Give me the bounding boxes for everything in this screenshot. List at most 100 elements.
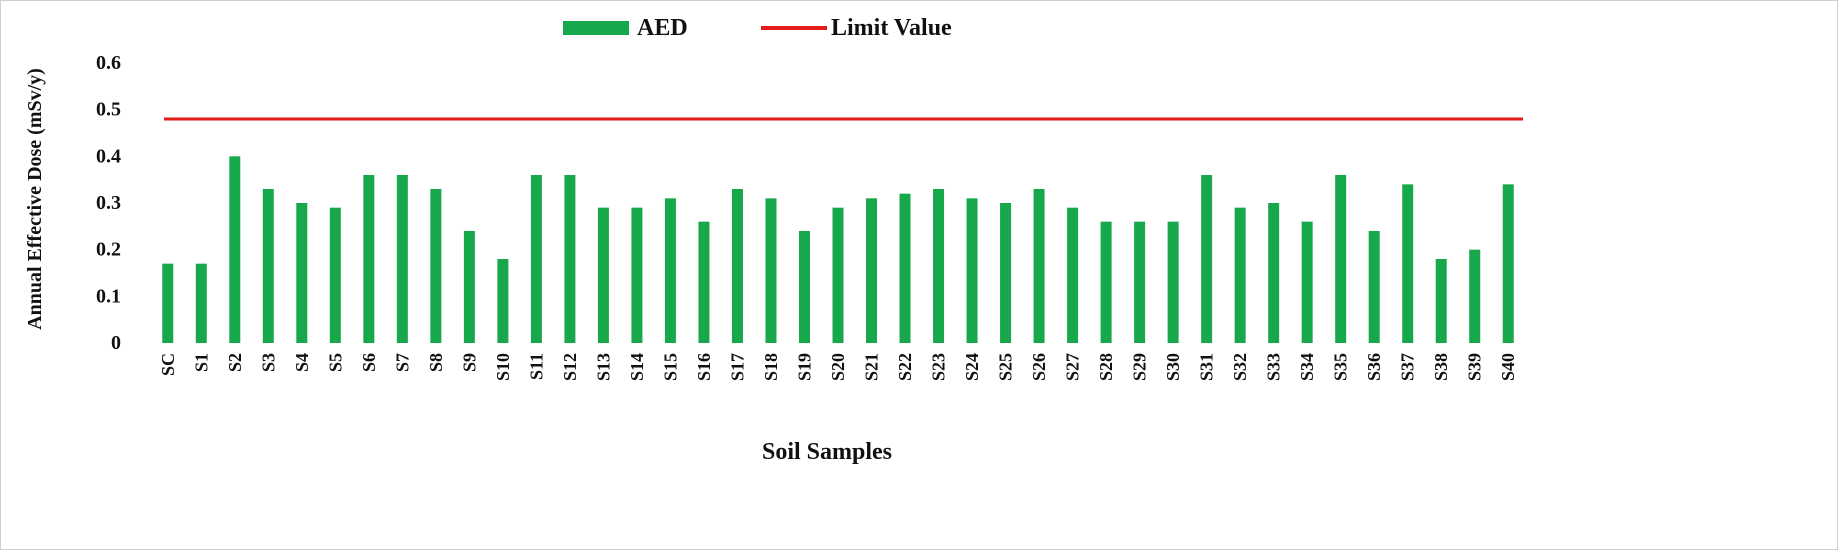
x-tick-label: S1	[191, 353, 211, 372]
x-tick-label: S17	[727, 353, 747, 381]
x-tick-label: S3	[258, 353, 278, 372]
bars	[162, 156, 1514, 343]
bar-S29	[1134, 221, 1146, 343]
bar-S37	[1402, 184, 1414, 343]
bar-S21	[866, 198, 878, 343]
x-tick-label: S7	[392, 353, 412, 372]
x-tick-label: SC	[158, 353, 178, 376]
bar-S33	[1268, 203, 1280, 343]
y-tick-label: 0.6	[96, 52, 121, 74]
bar-S26	[1033, 189, 1045, 343]
x-tick-label: S20	[828, 353, 848, 381]
x-tick-label: S9	[459, 353, 479, 372]
bar-S8	[430, 189, 442, 343]
x-tick-label: S31	[1197, 353, 1217, 381]
x-axis-title: Soil Samples	[762, 439, 892, 465]
x-tick-label: S30	[1163, 353, 1183, 381]
x-tick-label: S35	[1331, 353, 1351, 381]
x-tick-label: S34	[1297, 353, 1317, 381]
x-tick-label: S6	[359, 353, 379, 372]
bar-S31	[1201, 175, 1213, 343]
x-tick-label: S18	[761, 353, 781, 381]
x-tick-label: S2	[225, 353, 245, 372]
bar-S2	[229, 156, 241, 343]
x-tick-label: S25	[996, 353, 1016, 381]
bar-S19	[798, 231, 810, 343]
bar-S40	[1502, 184, 1514, 343]
bar-S23	[933, 189, 945, 343]
bar-S11	[530, 175, 542, 343]
x-tick-label: S5	[325, 353, 345, 372]
bar-S20	[832, 207, 844, 343]
legend-swatch-aed	[563, 21, 629, 35]
x-tick-label: S12	[560, 353, 580, 381]
bar-S32	[1234, 207, 1246, 343]
bar-S34	[1301, 221, 1313, 343]
bar-S16	[698, 221, 710, 343]
x-tick-label: S19	[794, 353, 814, 381]
x-tick-label: S38	[1431, 353, 1451, 381]
bar-S15	[664, 198, 676, 343]
bar-S1	[195, 263, 207, 343]
y-axis-title: Annual Effective Dose (mSv/y)	[24, 68, 46, 330]
x-tick-label: S36	[1364, 353, 1384, 381]
x-tick-label: S29	[1130, 353, 1150, 381]
bar-S27	[1067, 207, 1079, 343]
x-tick-label: S10	[493, 353, 513, 381]
x-tick-label: S21	[862, 353, 882, 381]
y-tick-label: 0.1	[96, 285, 121, 307]
bar-S3	[262, 189, 274, 343]
bar-S10	[497, 259, 509, 343]
bar-S24	[966, 198, 978, 343]
x-tick-label: S28	[1096, 353, 1116, 381]
y-tick-label: 0.5	[96, 99, 121, 121]
bar-S17	[731, 189, 743, 343]
y-axis-ticks: 0 0.1 0.2 0.3 0.4 0.5 0.6	[96, 52, 121, 354]
bar-S12	[564, 175, 576, 343]
bar-S22	[899, 193, 911, 343]
bar-S36	[1368, 231, 1380, 343]
legend-label-aed: AED	[637, 15, 688, 41]
x-axis-ticks: SC S1 S2 S3 S4 S5 S6 S7 S8 S9 S10 S11 S12 S13 S14 S15 S1…	[158, 353, 1518, 381]
bar-S6	[363, 175, 375, 343]
legend: AED Limit Value	[563, 15, 952, 41]
y-tick-label: 0.3	[96, 192, 121, 214]
bar-S14	[631, 207, 643, 343]
x-tick-label: S14	[627, 353, 647, 381]
bar-S18	[765, 198, 777, 343]
bar-SC	[162, 263, 174, 343]
y-tick-label: 0.4	[96, 145, 121, 167]
y-tick-label: 0	[111, 332, 121, 354]
bar-S9	[463, 231, 475, 343]
x-tick-label: S23	[929, 353, 949, 381]
x-tick-label: S8	[426, 353, 446, 372]
y-tick-label: 0.2	[96, 239, 121, 261]
x-tick-label: S27	[1063, 353, 1083, 381]
x-tick-label: S16	[694, 353, 714, 381]
x-tick-label: S37	[1398, 353, 1418, 381]
x-tick-label: S4	[292, 353, 312, 372]
x-tick-label: S32	[1230, 353, 1250, 381]
bar-S13	[597, 207, 609, 343]
bar-S5	[329, 207, 341, 343]
bar-S38	[1435, 259, 1447, 343]
bar-S4	[296, 203, 308, 343]
x-tick-label: S40	[1498, 353, 1518, 381]
x-tick-label: S11	[526, 353, 546, 380]
x-tick-label: S13	[593, 353, 613, 381]
x-tick-label: S22	[895, 353, 915, 381]
bar-S30	[1167, 221, 1179, 343]
x-tick-label: S33	[1264, 353, 1284, 381]
bar-S35	[1335, 175, 1347, 343]
x-tick-label: S26	[1029, 353, 1049, 381]
x-tick-label: S24	[962, 353, 982, 381]
bar-S25	[1000, 203, 1012, 343]
x-tick-label: S39	[1465, 353, 1485, 381]
bar-S39	[1469, 249, 1481, 343]
bar-S7	[396, 175, 408, 343]
legend-label-limit: Limit Value	[831, 15, 952, 41]
x-tick-label: S15	[660, 353, 680, 381]
bar-S28	[1100, 221, 1112, 343]
